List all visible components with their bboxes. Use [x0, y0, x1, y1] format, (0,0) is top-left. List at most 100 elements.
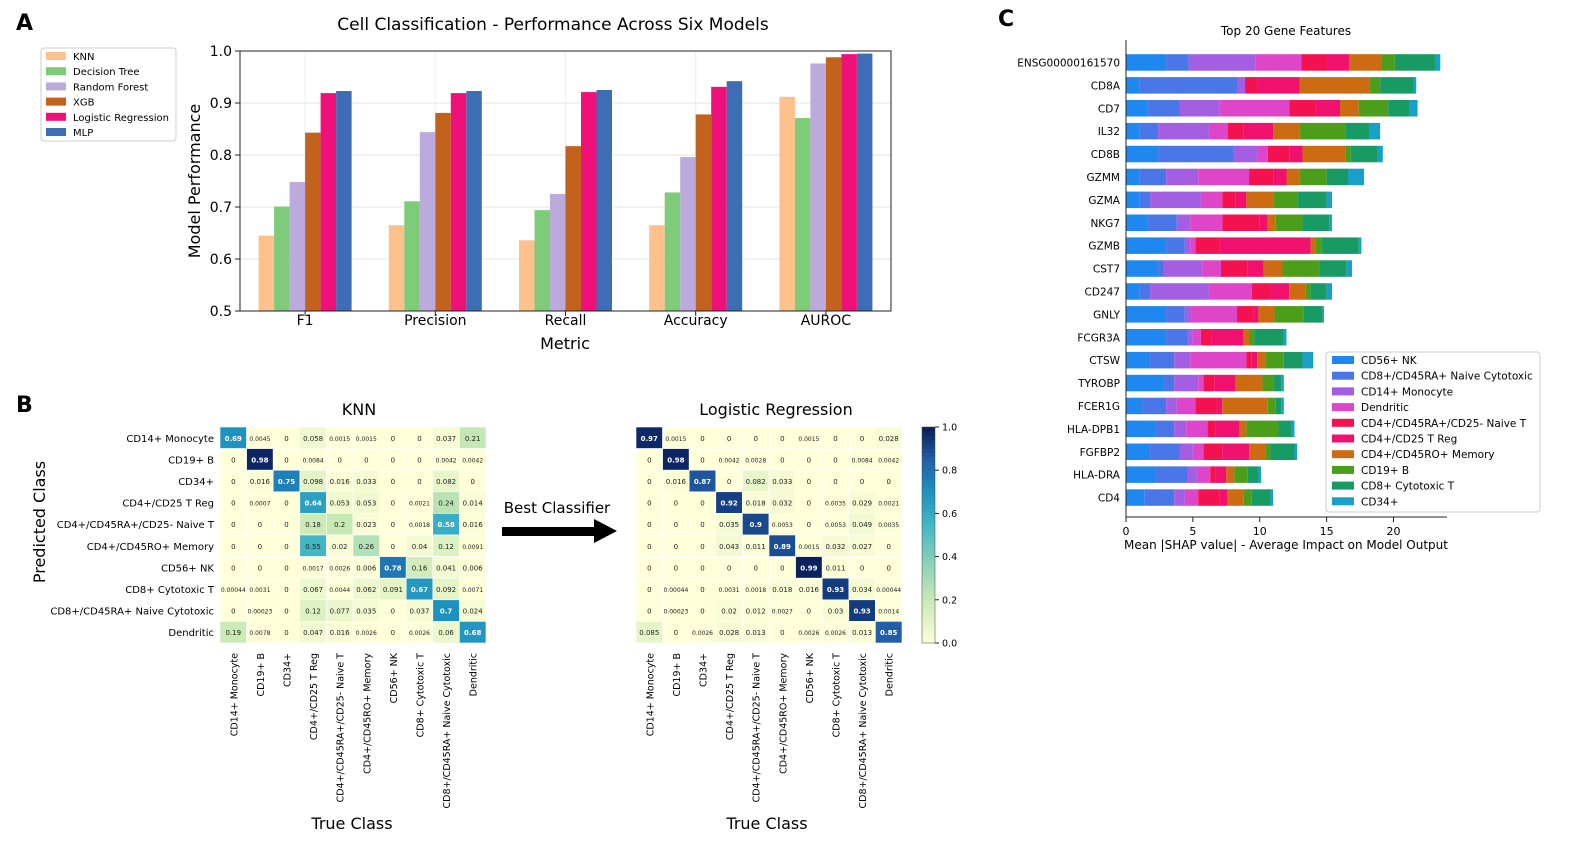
- stacked-segment: [1126, 443, 1151, 460]
- stacked-segment: [1187, 329, 1193, 346]
- y-tick-label: 0.9: [210, 96, 232, 112]
- stacked-segment: [1139, 122, 1159, 140]
- stacked-segment: [1348, 168, 1365, 186]
- bar: [388, 225, 405, 311]
- stacked-segment: [1275, 214, 1303, 231]
- cell-value: 0: [258, 521, 262, 529]
- legend-swatch: [46, 67, 66, 76]
- stacked-segment: [1278, 420, 1292, 438]
- legend-label: Decision Tree: [73, 67, 140, 78]
- stacked-segment: [1126, 329, 1167, 346]
- cell-value: 0.69: [225, 435, 242, 443]
- bar: [565, 146, 581, 311]
- stacked-segment: [1380, 77, 1414, 94]
- stacked-segment: [1126, 466, 1156, 483]
- colorbar-segment: [922, 513, 935, 519]
- stacked-segment: [1184, 237, 1191, 254]
- cell-value: 0.082: [746, 478, 766, 486]
- stacked-segment: [1286, 168, 1300, 186]
- stacked-segment: [1126, 122, 1140, 140]
- stacked-segment: [1166, 168, 1199, 186]
- stacked-segment: [1174, 351, 1191, 369]
- cell-value: 0.9: [749, 521, 762, 529]
- shap-bars: [1126, 54, 1441, 506]
- cell-value: 0.0007: [249, 501, 270, 508]
- stacked-segment: [1191, 306, 1238, 323]
- colorbar-segment: [922, 582, 935, 588]
- cell-value: 0.058: [303, 435, 323, 443]
- row-label: CD4+/CD45RA+/CD25- Naive T: [57, 520, 215, 531]
- stacked-segment: [1299, 77, 1370, 94]
- stacked-segment: [1297, 191, 1327, 209]
- cell-value: 0.006: [463, 564, 484, 572]
- stacked-segment: [1144, 489, 1175, 506]
- stacked-segment: [1377, 145, 1383, 163]
- feature-label: FCER1G: [1078, 401, 1120, 413]
- cell-value: 0.0042: [719, 457, 740, 464]
- bar: [856, 53, 873, 311]
- feature-label: ENSG00000161570: [1017, 57, 1120, 69]
- cell-value: 0.78: [384, 564, 401, 572]
- stacked-segment: [1139, 191, 1151, 209]
- cell-value: 0.049: [852, 521, 872, 529]
- stacked-segment: [1340, 100, 1359, 117]
- stacked-segment: [1188, 54, 1256, 71]
- stacked-segment: [1190, 237, 1196, 254]
- colorbar-segment: [922, 578, 935, 584]
- cell-value: 0.93: [853, 608, 870, 616]
- stacked-segment: [1291, 420, 1295, 438]
- cell-value: 0: [753, 564, 757, 572]
- bar: [841, 54, 857, 312]
- cell-value: 0: [674, 500, 678, 508]
- stacked-segment: [1270, 283, 1290, 300]
- cell-value: 0: [284, 500, 288, 508]
- legend-swatch: [1332, 450, 1354, 459]
- cell-value: 0.062: [356, 586, 376, 594]
- heatmap-cell: [459, 621, 487, 644]
- panel-label-a: A: [16, 11, 33, 36]
- stacked-segment: [1208, 283, 1252, 300]
- legend-label: Logistic Regression: [73, 113, 169, 124]
- colorbar-segment: [922, 461, 935, 467]
- cell-value: 0: [780, 564, 784, 572]
- cell-value: 0.013: [746, 629, 766, 637]
- colorbar-tick-label: 0.2: [942, 595, 957, 606]
- cell-value: 0: [647, 608, 651, 616]
- cell-value: 0: [647, 543, 651, 551]
- cell-value: 0.0031: [719, 587, 740, 594]
- stacked-segment: [1251, 489, 1271, 506]
- stacked-segment: [1253, 306, 1259, 323]
- stacked-segment: [1265, 351, 1284, 369]
- stacked-segment: [1187, 466, 1197, 483]
- cell-value: 0: [647, 500, 651, 508]
- colorbar-segment: [922, 431, 935, 437]
- cell-value: 0: [231, 564, 235, 572]
- cell-value: 0.0045: [249, 436, 270, 443]
- predicted-class-label: Predicted Class: [30, 461, 49, 583]
- stacked-segment: [1220, 260, 1248, 277]
- stacked-segment: [1346, 260, 1353, 277]
- cell-value: 0.006: [356, 564, 377, 572]
- bar: [320, 93, 337, 312]
- knn-true-class-label: True Class: [310, 814, 392, 833]
- colorbar-segment: [922, 452, 935, 458]
- stacked-segment: [1270, 443, 1295, 460]
- cell-value: 0: [391, 543, 395, 551]
- colorbar-segment: [922, 556, 935, 562]
- cell-value: 0: [727, 564, 731, 572]
- cell-value: 0: [284, 456, 288, 464]
- cell-value: 0: [727, 435, 731, 443]
- cell-value: 0: [833, 478, 837, 486]
- x-tick-label: Precision: [404, 313, 466, 329]
- bar: [810, 63, 826, 312]
- legend-swatch: [1332, 481, 1354, 490]
- colorbar-segment: [922, 595, 935, 601]
- stacked-segment: [1126, 191, 1140, 209]
- legend-swatch: [1332, 497, 1354, 506]
- y-tick-label: 0.8: [210, 148, 232, 164]
- stacked-segment: [1150, 191, 1201, 209]
- stacked-segment: [1349, 54, 1382, 71]
- colorbar-segment: [922, 444, 935, 450]
- cell-value: 0: [231, 500, 235, 508]
- stacked-segment: [1192, 329, 1201, 346]
